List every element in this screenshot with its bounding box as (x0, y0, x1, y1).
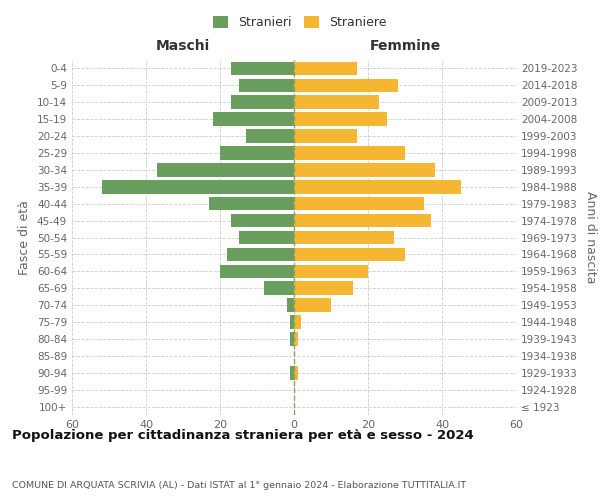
Bar (231, 214, 294, 228)
Bar (294, 197, 424, 210)
Bar (239, 230, 294, 244)
Text: Femmine: Femmine (370, 39, 440, 53)
Bar (294, 298, 331, 312)
Bar (294, 282, 353, 295)
Bar (157, 163, 294, 176)
Bar (290, 316, 294, 329)
Bar (294, 96, 379, 109)
Bar (294, 332, 298, 345)
Y-axis label: Fasce di età: Fasce di età (19, 200, 31, 275)
Bar (294, 146, 405, 160)
Bar (220, 146, 294, 160)
Bar (290, 366, 294, 380)
Bar (294, 163, 434, 176)
Bar (220, 264, 294, 278)
Bar (239, 78, 294, 92)
Bar (294, 264, 368, 278)
Bar (294, 112, 386, 126)
Bar (101, 180, 294, 194)
Bar (294, 180, 461, 194)
Bar (294, 78, 398, 92)
Bar (246, 130, 294, 143)
Bar (209, 197, 294, 210)
Text: Popolazione per cittadinanza straniera per età e sesso - 2024: Popolazione per cittadinanza straniera p… (12, 430, 474, 442)
Bar (212, 112, 294, 126)
Bar (227, 248, 294, 261)
Bar (294, 316, 301, 329)
Bar (294, 230, 394, 244)
Bar (294, 366, 298, 380)
Bar (294, 214, 431, 228)
Bar (290, 332, 294, 345)
Legend: Stranieri, Straniere: Stranieri, Straniere (208, 11, 392, 34)
Bar (231, 62, 294, 75)
Y-axis label: Anni di nascita: Anni di nascita (584, 191, 597, 284)
Bar (294, 130, 357, 143)
Bar (287, 298, 294, 312)
Bar (265, 282, 294, 295)
Bar (294, 62, 357, 75)
Bar (294, 248, 405, 261)
Text: COMUNE DI ARQUATA SCRIVIA (AL) - Dati ISTAT al 1° gennaio 2024 - Elaborazione TU: COMUNE DI ARQUATA SCRIVIA (AL) - Dati IS… (12, 481, 466, 490)
Text: Maschi: Maschi (156, 39, 210, 53)
Bar (231, 96, 294, 109)
